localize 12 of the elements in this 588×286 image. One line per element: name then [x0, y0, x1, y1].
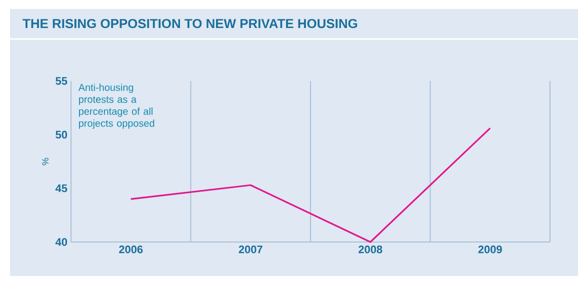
y-tick-label: 45	[55, 184, 68, 192]
x-tick-label: 2006	[119, 246, 143, 254]
x-tick-label: 2009	[478, 246, 502, 254]
y-tick-label: 55	[56, 77, 68, 85]
x-tick-label: 2007	[238, 246, 262, 254]
chart-title: THE RISING OPPOSITION TO NEW PRIVATE HOUSING	[22, 18, 358, 28]
y-tick-label: 50	[56, 130, 68, 139]
annotation: Anti-housing protests as a percentage of all projects opposed	[78, 84, 154, 129]
y-tick-label: 40	[55, 238, 68, 246]
y-axis-title: %	[42, 158, 48, 166]
x-tick-label: 2008	[358, 246, 382, 254]
line-series	[130, 127, 491, 243]
